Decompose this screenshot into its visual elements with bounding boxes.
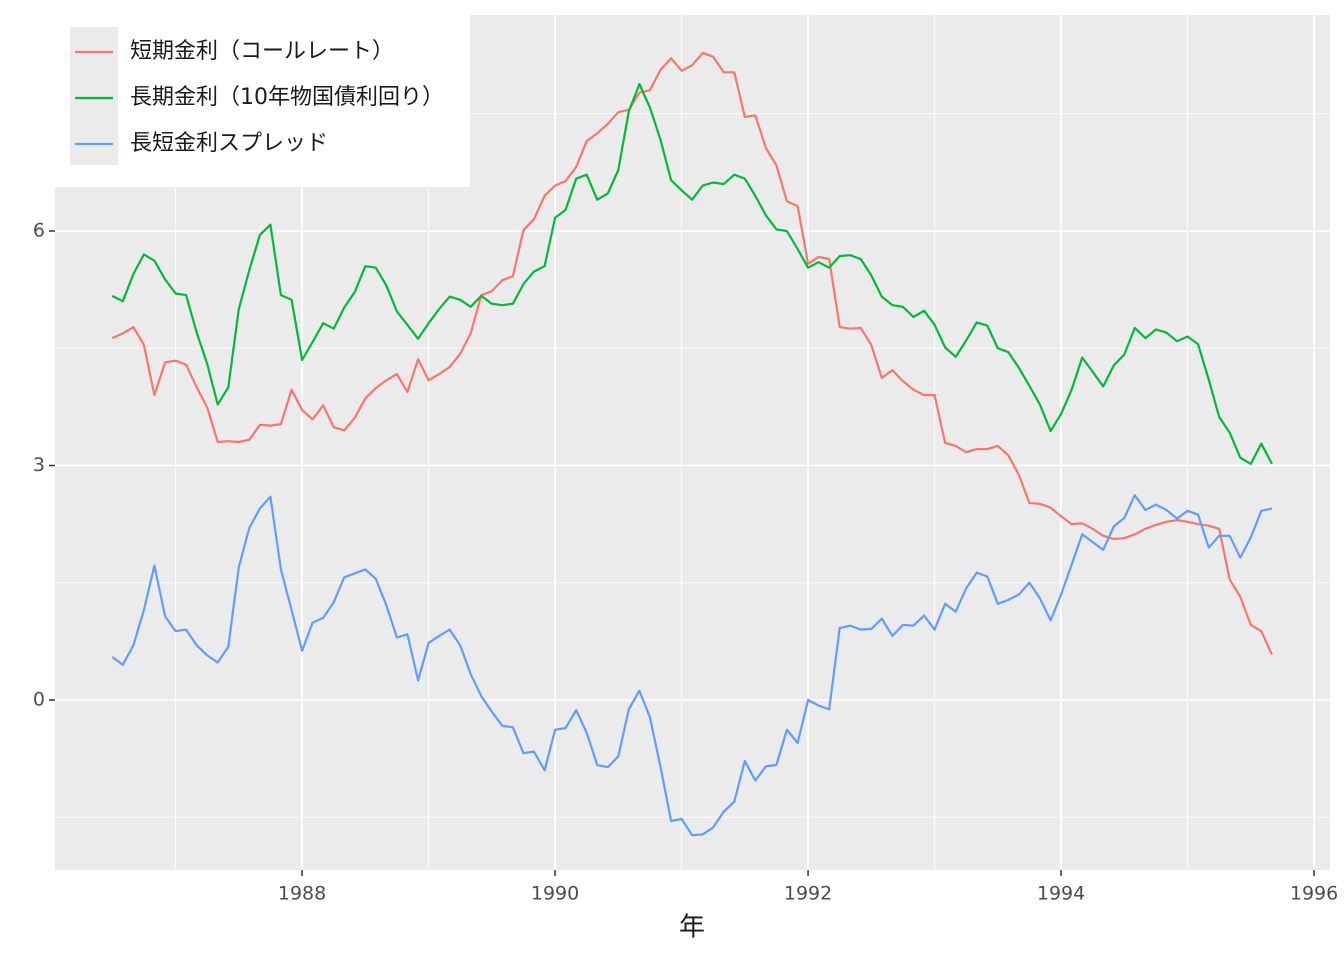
legend-key [70, 119, 118, 165]
x-tick-label: 1994 [1037, 883, 1085, 905]
x-tick-label: 1992 [784, 883, 832, 905]
series-line [111, 494, 1273, 837]
y-tick-label: 6 [33, 219, 45, 241]
legend-label: 長期金利（10年物国債利回り） [130, 85, 444, 110]
x-tick-label: 1988 [278, 883, 326, 905]
y-tick-label: 3 [33, 454, 45, 476]
legend: 短期金利（コールレート） 長期金利（10年物国債利回り） 長短金利スプレッド [55, 15, 470, 187]
legend-label: 長短金利スプレッド [130, 131, 328, 156]
legend-label: 短期金利（コールレート） [130, 39, 394, 64]
legend-key [70, 73, 118, 119]
legend-key [70, 27, 118, 73]
y-tick-label: 0 [33, 688, 45, 710]
legend-background [55, 15, 470, 187]
x-axis-label: 年 [679, 913, 705, 943]
x-tick-label: 1990 [531, 883, 579, 905]
x-tick-label: 1996 [1290, 883, 1338, 905]
series-line [111, 51, 1273, 656]
series-line [111, 82, 1273, 465]
